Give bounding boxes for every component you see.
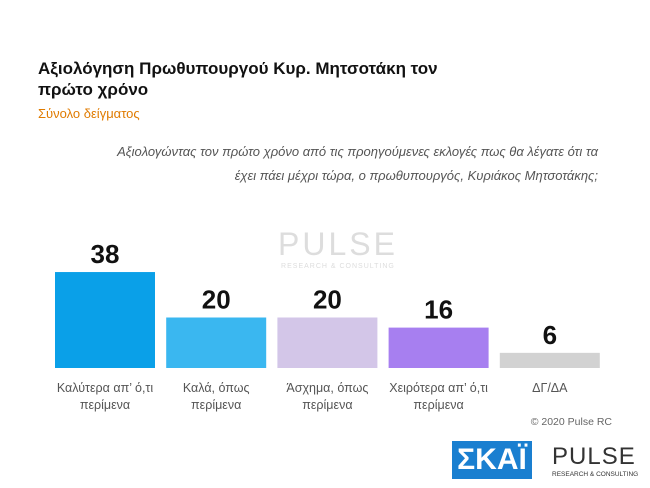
- x-tick-label: Καλύτερα απ’ ό,τι περίμενα: [56, 381, 154, 412]
- value-label: 20: [202, 285, 231, 315]
- watermark-tagline: RESEARCH & CONSULTING: [281, 263, 395, 270]
- bar: [55, 272, 155, 368]
- pulse-logo-tagline: RESEARCH & CONSULTING: [552, 471, 639, 478]
- watermark-name: PULSE: [278, 226, 398, 262]
- pulse-logo: PULSE RESEARCH & CONSULTING: [552, 443, 638, 478]
- value-label: 16: [424, 295, 453, 325]
- x-tick-label: Χειρότερα απ’ ό,τι περίμενα: [389, 381, 488, 412]
- bar: [277, 317, 378, 368]
- pulse-logo-name: PULSE: [552, 443, 636, 470]
- question: Αξιολογώντας τον πρώτο χρόνο από τις προ…: [117, 144, 598, 183]
- value-label: 38: [91, 239, 120, 269]
- x-tick-label: Άσχημα, όπως περίμενα: [286, 381, 369, 412]
- chart-subtitle: Σύνολο δείγματος: [38, 106, 140, 121]
- x-tick-label: Καλά, όπως περίμενα: [182, 381, 250, 412]
- chart-title: Αξιολόγηση Πρωθυπουργού Κυρ. Μητσοτάκη τ…: [38, 59, 438, 99]
- watermark: PULSE RESEARCH & CONSULTING: [278, 226, 398, 270]
- value-label: 20: [313, 285, 342, 315]
- skai-logo: ΣΚΑΪ: [452, 441, 532, 479]
- copyright: © 2020 Pulse RC: [530, 416, 612, 428]
- value-label: 6: [543, 320, 557, 350]
- x-tick-label: ΔΓ/ΔΑ: [532, 381, 568, 395]
- bar: [499, 352, 600, 368]
- bar: [388, 327, 489, 368]
- bar: [166, 317, 267, 368]
